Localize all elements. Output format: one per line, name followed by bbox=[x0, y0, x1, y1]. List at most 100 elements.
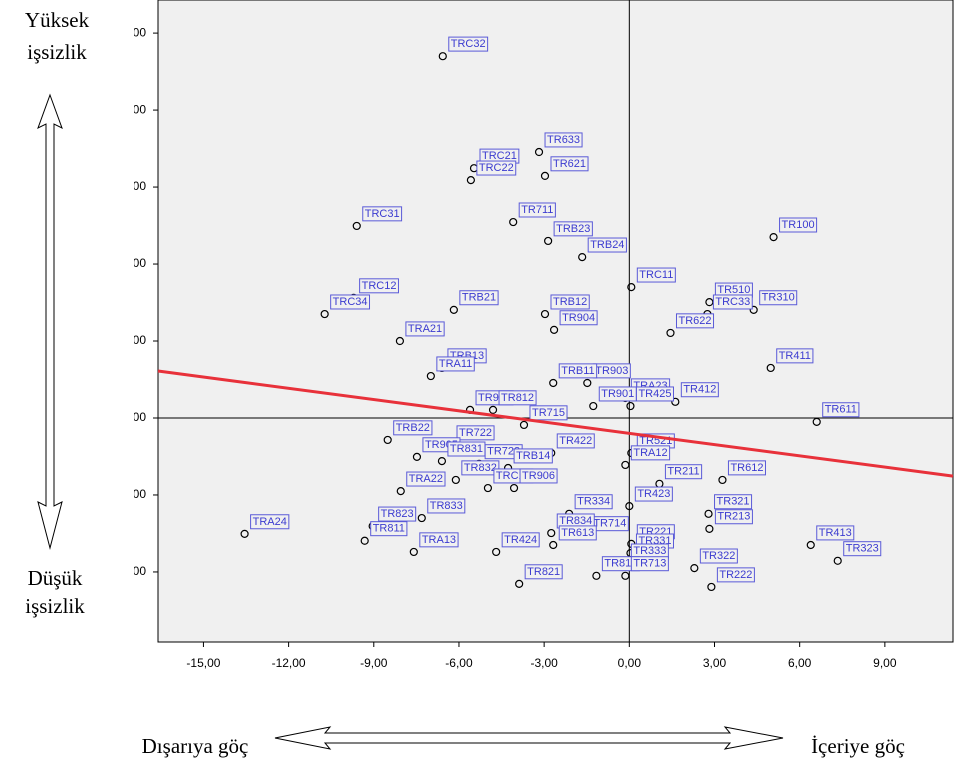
point bbox=[812, 417, 821, 426]
point-label-box bbox=[558, 525, 597, 541]
point-label: TR322 bbox=[702, 550, 735, 562]
point bbox=[547, 528, 556, 538]
point bbox=[833, 556, 842, 565]
x-tick-label: -15,00 bbox=[186, 656, 220, 670]
point-label-box bbox=[699, 548, 738, 564]
point bbox=[449, 305, 458, 314]
plot-area bbox=[157, 0, 954, 643]
point-label-box bbox=[436, 356, 475, 372]
x-tick-label: -6,00 bbox=[445, 656, 473, 670]
point-label-box bbox=[393, 420, 433, 436]
point bbox=[320, 309, 329, 319]
point bbox=[395, 336, 405, 346]
point-label-box bbox=[636, 267, 676, 283]
point-label: TR211 bbox=[667, 466, 699, 478]
point-label: TR906 bbox=[522, 470, 555, 482]
point bbox=[451, 475, 460, 485]
point bbox=[488, 405, 498, 415]
point bbox=[483, 483, 493, 493]
point-label-box bbox=[456, 425, 495, 441]
point bbox=[704, 509, 713, 518]
point-label-box bbox=[587, 237, 627, 253]
point bbox=[438, 52, 447, 61]
point-label: TRB12 bbox=[553, 296, 587, 308]
fit-line bbox=[157, 369, 954, 478]
point-label: TRA13 bbox=[422, 534, 456, 546]
point bbox=[592, 571, 601, 580]
point-label-box bbox=[529, 405, 568, 421]
point-label-box bbox=[714, 509, 753, 525]
horizontal-arrow bbox=[274, 726, 784, 750]
point-label-box bbox=[727, 460, 766, 476]
point-label-box bbox=[759, 290, 798, 306]
point-label-box bbox=[680, 382, 719, 398]
point-label-box bbox=[359, 278, 399, 294]
point-label: TR423 bbox=[637, 488, 670, 500]
point bbox=[534, 147, 544, 157]
point-label: TR722 bbox=[459, 427, 492, 439]
point-label: TR424 bbox=[504, 534, 537, 546]
point bbox=[583, 378, 592, 388]
point bbox=[578, 253, 587, 262]
point bbox=[396, 487, 405, 496]
y-tick-label: 12,00 bbox=[116, 256, 146, 270]
point bbox=[671, 397, 680, 406]
point-label: TR904 bbox=[562, 312, 595, 324]
point-label-box bbox=[635, 386, 674, 402]
point bbox=[707, 582, 716, 592]
point-label-box bbox=[822, 402, 860, 418]
point bbox=[749, 305, 758, 314]
point bbox=[426, 371, 435, 381]
point-label: TR833 bbox=[430, 500, 463, 512]
point-label: TR714 bbox=[593, 518, 626, 530]
point-label: TR715 bbox=[532, 407, 565, 419]
point-label: TR411 bbox=[779, 350, 811, 362]
point bbox=[540, 309, 550, 319]
point-label: TR413 bbox=[819, 527, 852, 539]
point-label-box bbox=[461, 460, 500, 476]
point bbox=[625, 502, 634, 511]
point-label: TRB24 bbox=[590, 239, 624, 251]
point-label-box bbox=[634, 486, 673, 502]
point-label-box bbox=[558, 363, 598, 379]
point-label-box bbox=[556, 433, 595, 449]
point-label: TR813 bbox=[604, 558, 637, 570]
point-label: TRB11 bbox=[561, 365, 594, 377]
point-label: TR622 bbox=[678, 315, 711, 327]
x-tick-label: -3,00 bbox=[530, 656, 558, 670]
point-label-box bbox=[476, 160, 517, 176]
point-label: TR613 bbox=[561, 527, 594, 539]
point bbox=[769, 232, 778, 242]
point-label-box bbox=[716, 567, 755, 583]
point-label: TR832 bbox=[464, 462, 497, 474]
point-label: TR334 bbox=[577, 496, 610, 508]
point-label-box bbox=[550, 156, 589, 172]
point-label-box bbox=[406, 471, 446, 487]
point-label: TR612 bbox=[730, 462, 763, 474]
point bbox=[666, 328, 675, 338]
point bbox=[492, 547, 501, 557]
point bbox=[360, 536, 369, 545]
point bbox=[417, 513, 426, 523]
y-tick-label: 18,00 bbox=[116, 25, 146, 39]
point-label: TR611 bbox=[825, 404, 857, 416]
point bbox=[589, 401, 598, 411]
point-label-box bbox=[550, 294, 590, 310]
point-label-box bbox=[574, 494, 613, 510]
point-label: TR811 bbox=[373, 523, 405, 535]
vertical-arrow bbox=[37, 93, 63, 550]
point bbox=[549, 325, 559, 334]
point-label-box bbox=[498, 390, 537, 406]
point-label-box bbox=[776, 348, 814, 364]
point-label-box bbox=[553, 221, 593, 237]
point-label: TRB23 bbox=[556, 223, 590, 235]
point-label: TRC11 bbox=[639, 269, 673, 281]
point bbox=[690, 564, 699, 573]
point-label: TR310 bbox=[762, 292, 795, 304]
point-label: TRA21 bbox=[408, 323, 442, 335]
point-label-box bbox=[714, 494, 753, 510]
point bbox=[718, 475, 727, 485]
x-tick-label: 6,00 bbox=[788, 656, 812, 670]
point bbox=[352, 221, 361, 231]
